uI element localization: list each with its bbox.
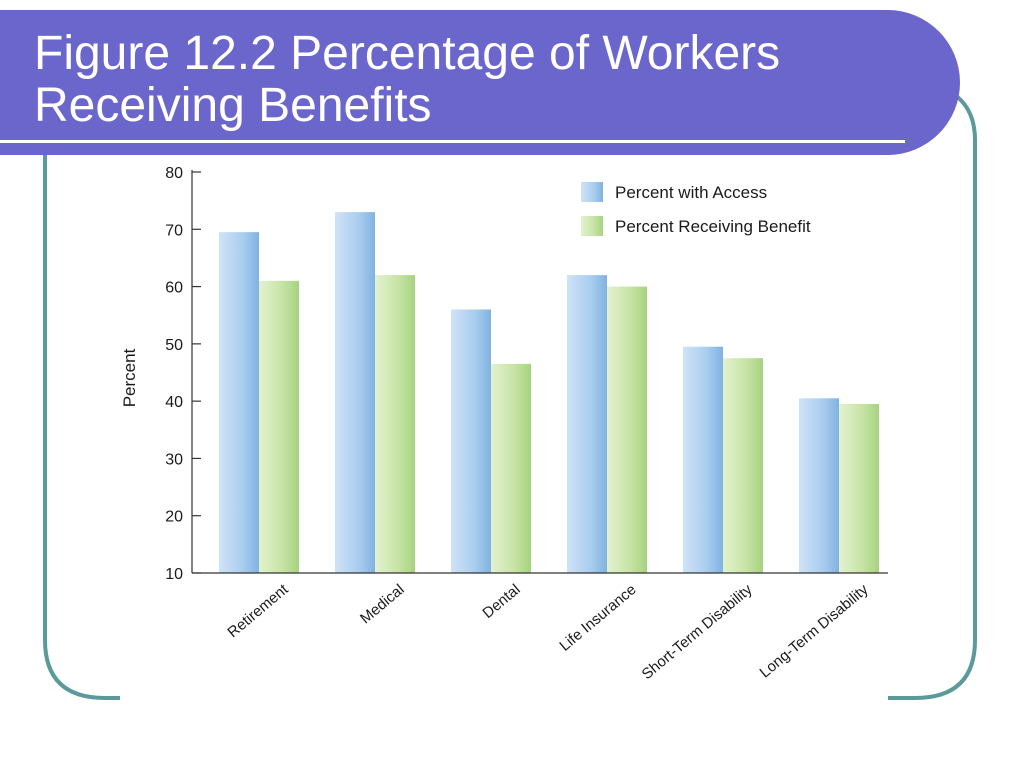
chart-legend: Percent with Access Percent Receiving Ben… [581,182,811,236]
y-tick-label: 10 [165,566,183,583]
y-tick-label: 30 [165,451,183,468]
legend-swatch-receiving [581,216,603,236]
bar-receiving-2 [491,363,531,573]
frame-left-curve [43,150,120,700]
legend-swatch-access [581,182,603,202]
slide-title-line-2: Receiving Benefits [34,79,432,132]
x-tick-label: Dental [479,581,523,622]
legend-label-receiving: Percent Receiving Benefit [615,217,811,236]
bar-receiving-0 [259,280,299,573]
legend-label-access: Percent with Access [615,183,767,202]
y-axis-label: Percent [120,348,139,407]
bar-access-5 [799,398,839,573]
y-tick-label: 70 [165,222,183,239]
frame-right-curve [888,93,977,700]
bar-access-4 [683,346,723,573]
y-tick-label: 60 [165,280,183,297]
bar-access-2 [451,309,491,573]
slide-title-line-1: Figure 12.2 Percentage of Workers [34,27,781,80]
bar-receiving-1 [375,275,415,573]
slide-title: Figure 12.2 Percentage of Workers Receiv… [34,28,780,132]
y-tick-label: 40 [165,394,183,411]
x-tick-label: Long-Term Disability [757,581,872,682]
x-tick-label: Short-Term Disability [639,581,756,683]
x-tick-label: Life Insurance [556,581,639,655]
bar-receiving-3 [607,286,647,573]
bar-access-0 [219,232,259,573]
bars-group [219,212,879,573]
x-tick-label: Medical [357,581,408,627]
y-tick-label: 50 [165,337,183,354]
bar-access-3 [567,275,607,573]
title-underline [0,140,905,143]
y-tick-label: 20 [165,509,183,526]
bar-receiving-5 [839,404,879,573]
x-tick-label: Retirement [224,581,292,642]
title-banner: Figure 12.2 Percentage of Workers Receiv… [0,10,960,155]
y-tick-label: 80 [165,165,183,182]
bar-receiving-4 [723,358,763,573]
bar-access-1 [335,212,375,573]
